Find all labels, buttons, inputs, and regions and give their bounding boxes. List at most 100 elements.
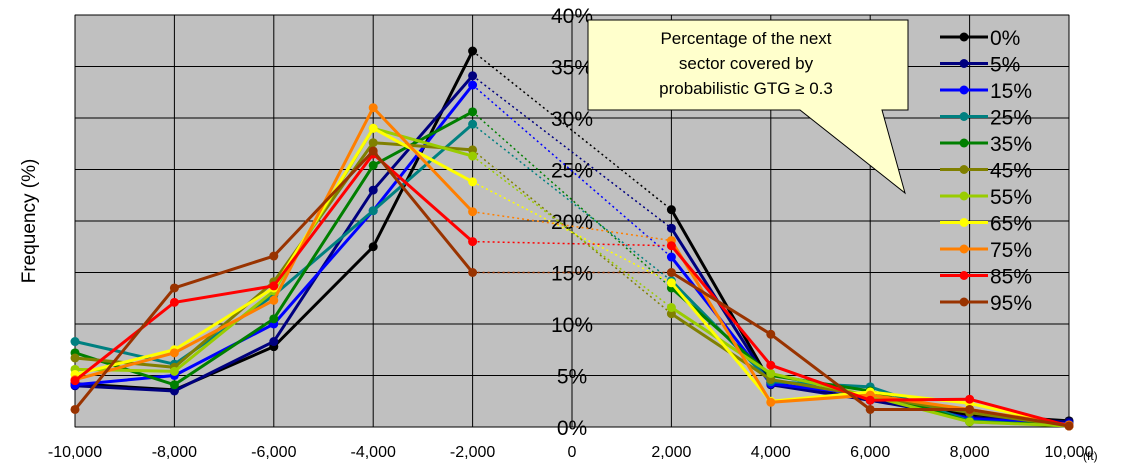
x-tick-label: 4,000 <box>751 444 791 461</box>
legend-item-75%: 75% <box>940 239 1032 262</box>
data-point <box>468 268 478 277</box>
y-tick-label: 10% <box>551 314 593 337</box>
data-point <box>269 251 279 261</box>
data-point <box>965 394 975 404</box>
x-tick-label: -6,000 <box>251 444 296 461</box>
data-point <box>468 46 478 56</box>
y-axis-title: Frequency (%) <box>19 159 40 284</box>
data-point <box>169 386 179 396</box>
data-point <box>468 145 478 155</box>
y-tick-label: 15% <box>551 263 593 286</box>
data-point <box>965 417 975 427</box>
x-axis-tick-labels: -10,000 -8,000 -6,000 -4,000 -2,000 0 2,000 4,0… <box>48 444 1094 461</box>
data-point <box>468 151 478 161</box>
y-tick-label: 35% <box>551 57 593 80</box>
data-point <box>169 283 179 293</box>
data-point <box>666 252 676 262</box>
data-point <box>666 268 676 277</box>
data-point <box>666 205 676 215</box>
connector-55% <box>472 155 672 309</box>
data-point <box>865 395 875 405</box>
data-point <box>269 281 279 291</box>
data-point <box>865 404 875 414</box>
connector-35% <box>472 111 672 289</box>
legend-swatch-marker <box>959 244 969 254</box>
data-point <box>169 348 179 358</box>
data-point <box>368 103 378 113</box>
legend-swatch-marker <box>959 218 969 227</box>
x-tick-label: 0 <box>568 444 577 461</box>
data-point <box>368 146 378 156</box>
data-point <box>368 160 378 170</box>
connector-85% <box>472 240 672 247</box>
data-point <box>1064 421 1074 431</box>
legend-item-55%: 55% <box>940 186 1032 209</box>
legend-swatch-marker <box>959 191 969 201</box>
x-tick-label: 6,000 <box>850 444 890 461</box>
data-point <box>766 329 776 339</box>
data-point <box>666 303 676 313</box>
data-point <box>468 107 478 117</box>
data-point <box>468 119 478 129</box>
legend-label: 55% <box>990 186 1032 209</box>
legend-swatch-marker <box>959 59 969 68</box>
x-tick-label: 10,000 <box>1045 444 1094 461</box>
legend-item-85%: 85% <box>940 266 1032 289</box>
legend-label: 75% <box>990 239 1032 262</box>
data-point <box>169 297 179 307</box>
legend-swatch-marker <box>959 138 969 148</box>
data-point <box>269 337 279 347</box>
data-point <box>368 242 378 252</box>
legend-label: 25% <box>990 107 1032 130</box>
y-tick-label: 5% <box>557 366 587 389</box>
x-tick-label: 2,000 <box>651 444 691 461</box>
callout-shape <box>587 19 909 195</box>
data-point <box>666 223 676 233</box>
data-point <box>368 138 378 148</box>
legend-swatch-marker <box>959 165 969 174</box>
data-point <box>766 397 776 407</box>
legend-swatch-marker <box>959 112 969 121</box>
data-point <box>666 278 676 288</box>
x-tick-label: -2,000 <box>450 444 495 461</box>
connector-15% <box>472 84 672 258</box>
x-axis-unit: (ft) <box>1083 449 1098 463</box>
connector-65% <box>472 181 672 284</box>
legend-label: 0% <box>990 27 1020 50</box>
data-point <box>169 380 179 390</box>
legend-label: 35% <box>990 133 1032 156</box>
data-point <box>766 375 776 385</box>
connector-75% <box>472 210 672 242</box>
dotted-connectors <box>472 50 672 315</box>
series-95% <box>70 146 1074 431</box>
y-tick-label: 30% <box>551 108 593 131</box>
x-tick-label: -8,000 <box>152 444 197 461</box>
data-point <box>70 376 80 386</box>
data-point <box>368 206 378 216</box>
data-point <box>468 71 478 81</box>
y-tick-label: 0% <box>557 417 587 440</box>
data-point <box>368 185 378 195</box>
legend-item-15%: 15% <box>940 80 1032 103</box>
data-point <box>70 353 80 363</box>
y-tick-label: 40% <box>551 5 593 28</box>
legend-item-35%: 35% <box>940 133 1032 156</box>
legend-item-65%: 65% <box>940 213 1032 236</box>
data-point <box>766 368 776 378</box>
connector-5% <box>472 75 672 229</box>
legend-label: 15% <box>990 80 1032 103</box>
data-point <box>269 314 279 324</box>
y-axis-tick-labels: 0%5%10%15%20%25%30%35%40% <box>551 5 593 440</box>
legend-label: 5% <box>990 54 1020 77</box>
data-point <box>666 241 676 251</box>
data-point <box>468 237 478 247</box>
connector-0% <box>472 50 672 211</box>
legend-swatch-marker <box>959 271 969 280</box>
series-lines <box>70 46 1074 431</box>
data-point <box>468 80 478 90</box>
legend: 0% 5% 15% 25% 35% 45% 55% 65% 75% 85% 95% <box>940 27 1032 315</box>
x-tick-label: 8,000 <box>950 444 990 461</box>
legend-swatch-marker <box>959 85 969 95</box>
legend-item-45%: 45% <box>940 160 1032 183</box>
